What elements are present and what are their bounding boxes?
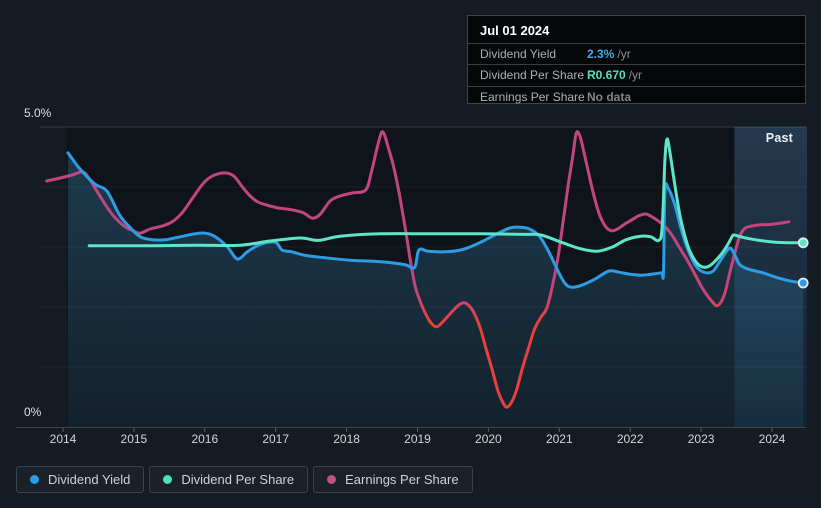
dividend-per-share-line[interactable] <box>87 137 805 269</box>
legend-item-dividend-per-share[interactable]: Dividend Per Share <box>149 466 309 493</box>
y-axis-label-bottom: 0% <box>24 405 42 419</box>
tooltip-label: Earnings Per Share <box>480 89 585 104</box>
tooltip-label: Dividend Per Share <box>480 68 585 83</box>
y-axis-label-top: 5.0% <box>24 106 52 120</box>
dividend-yield-end-dot <box>797 277 809 289</box>
dividend-per-share-end-dot <box>797 237 809 249</box>
tooltip-value-dividend-per-share: R0.670 <box>587 68 626 83</box>
legend-label: Dividend Yield <box>48 472 131 487</box>
tooltip-value-earnings-per-share: No data <box>587 89 632 104</box>
dividend-yield-dot-icon <box>30 475 39 484</box>
tooltip-unit: /yr <box>628 68 643 83</box>
x-axis-label-2015: 2015 <box>120 432 148 446</box>
tooltip-row-earnings-per-share: Earnings Per Share No data <box>468 85 805 107</box>
past-region-label: Past <box>765 131 793 145</box>
x-axis-label-2020: 2020 <box>475 432 502 446</box>
tooltip-row-dividend-per-share: Dividend Per Share R0.670 /yr <box>468 64 805 85</box>
dividend-per-share-dot-icon <box>163 475 173 484</box>
dividend-yield-line[interactable] <box>66 151 805 289</box>
tooltip-value-dividend-yield: 2.3% <box>587 47 615 62</box>
legend-label: Earnings Per Share <box>345 472 459 487</box>
tooltip-row-dividend-yield: Dividend Yield 2.3% /yr <box>468 43 805 64</box>
x-axis-label-2014: 2014 <box>49 432 77 446</box>
tooltip-unit: /yr <box>617 47 631 62</box>
x-axis-label-2023: 2023 <box>687 432 715 446</box>
x-axis-label-2017: 2017 <box>262 432 290 446</box>
legend-item-earnings-per-share[interactable]: Earnings Per Share <box>313 466 473 493</box>
tooltip-label: Dividend Yield <box>480 47 557 62</box>
tooltip-date: Jul 01 2024 <box>480 23 550 38</box>
earnings-per-share-dot-icon <box>327 475 337 484</box>
chart-tooltip: Jul 01 2024 Dividend Yield 2.3% /yr Divi… <box>467 15 806 104</box>
chart-legend: Dividend Yield Dividend Per Share Earnin… <box>16 466 473 493</box>
earnings-per-share-line[interactable] <box>45 130 791 409</box>
dividend-yield-area <box>68 152 804 428</box>
x-axis-label-2021: 2021 <box>545 432 573 446</box>
x-axis-label-2019: 2019 <box>404 432 431 446</box>
x-axis-label-2022: 2022 <box>616 432 644 446</box>
x-axis-label-2016: 2016 <box>191 432 219 446</box>
x-axis-label-2024: 2024 <box>758 432 786 446</box>
x-axis-label-2018: 2018 <box>333 432 360 446</box>
legend-item-dividend-yield[interactable]: Dividend Yield <box>16 466 145 493</box>
legend-label: Dividend Per Share <box>181 472 295 487</box>
